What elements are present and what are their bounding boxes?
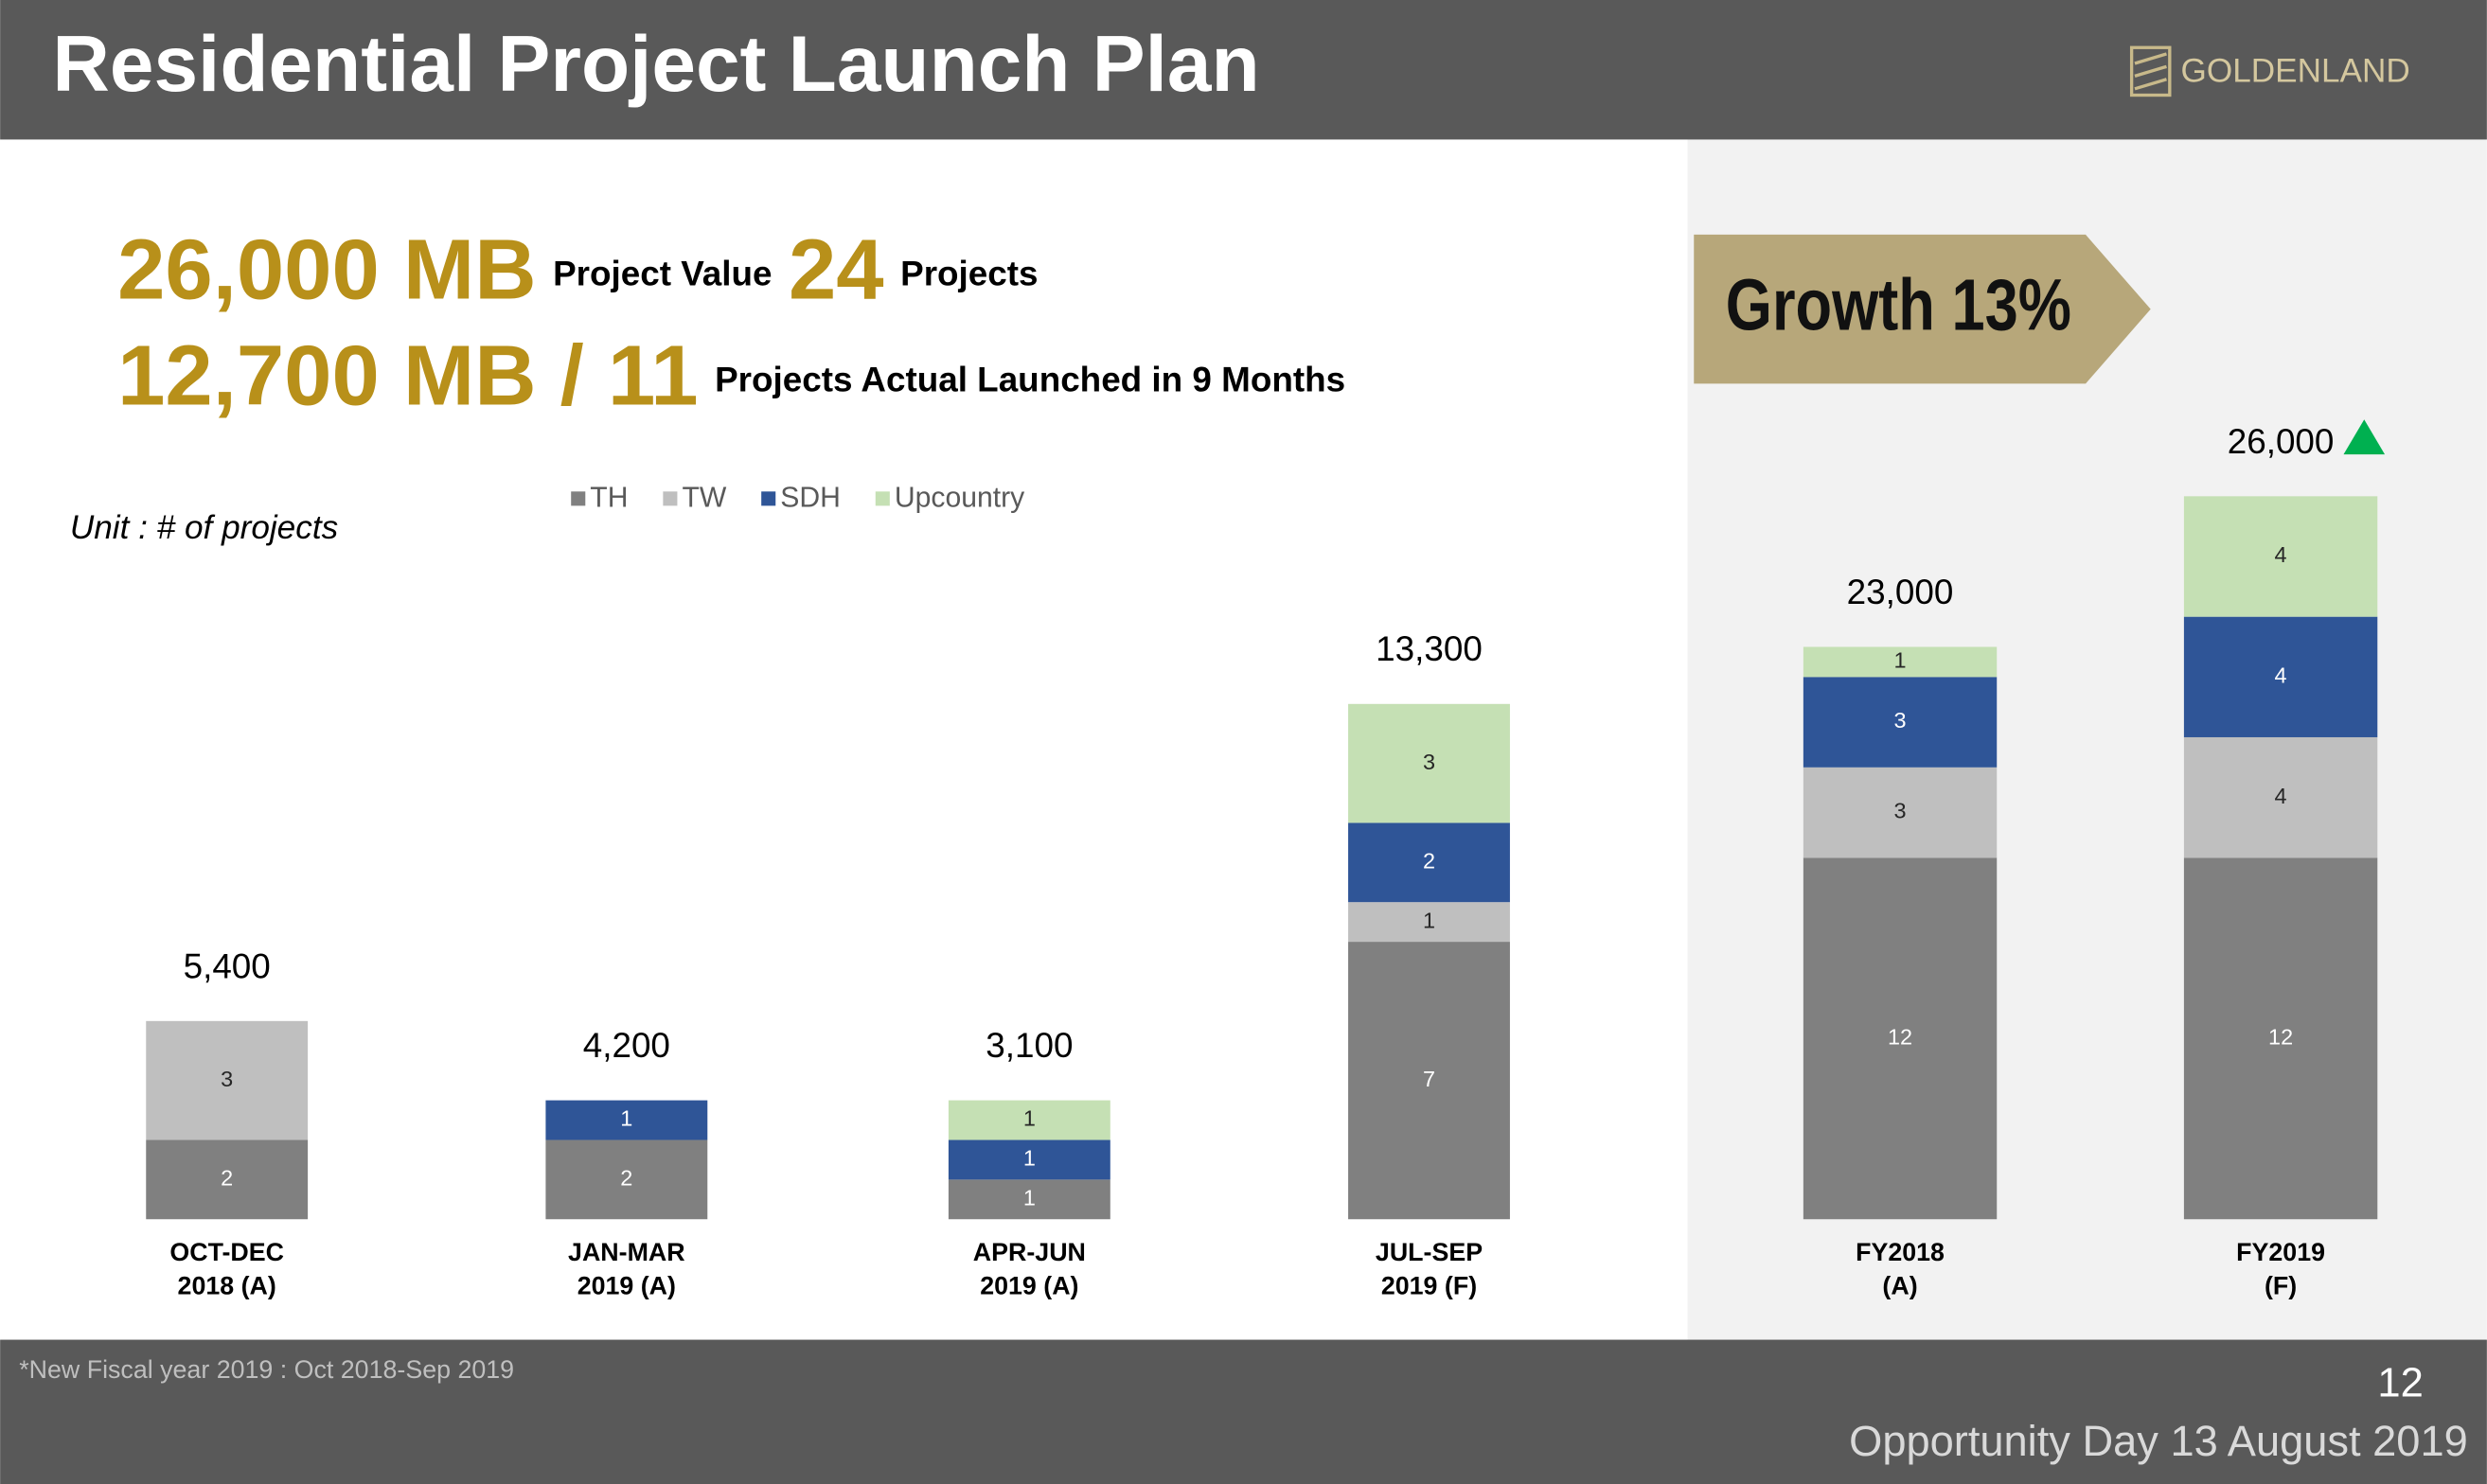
bar-segment: [2183, 616, 2378, 737]
total-label: 13,300: [1376, 629, 1483, 668]
x-tick-label: 2019 (A): [577, 1271, 676, 1299]
x-tick-label: 2019 (A): [980, 1271, 1078, 1299]
x-tick-label: 2019 (F): [1381, 1271, 1477, 1299]
legend-label: Upcountry: [895, 483, 1025, 514]
bar-segment: [1348, 942, 1510, 1220]
growth-arrow: [2343, 419, 2386, 455]
x-tick-label: (F): [2265, 1271, 2297, 1299]
bar-segment: [1348, 822, 1510, 903]
bar-segment: [146, 1140, 309, 1220]
bar-segment: [545, 1140, 708, 1220]
logo: GOLDENLAND: [2181, 52, 2410, 89]
segment-label: 1: [1423, 908, 1435, 932]
x-tick-label: (A): [1882, 1271, 1917, 1299]
logo-icon: [2129, 45, 2172, 97]
headline-label: Project Value: [553, 254, 772, 292]
bar-segment: [545, 1100, 708, 1140]
headline-value: 12,700 MB / 11: [117, 328, 698, 424]
x-tick-label: 2018 (A): [178, 1271, 276, 1299]
legend-label: TW: [682, 483, 726, 514]
segment-label: 4: [2275, 663, 2287, 688]
bar-segment: [2183, 736, 2378, 858]
x-tick-label: FY2019: [2236, 1238, 2325, 1266]
x-tick-label: OCT-DEC: [169, 1238, 284, 1266]
legend-swatch: [761, 491, 776, 506]
bar-segment: [1348, 703, 1510, 823]
segment-label: 2: [620, 1166, 632, 1191]
x-tick-label: JUL-SEP: [1376, 1238, 1483, 1266]
footnote: *New Fiscal year 2019 : Oct 2018-Sep 201…: [19, 1355, 514, 1384]
bar-segment: [948, 1140, 1110, 1180]
total-label: 23,000: [1847, 573, 1954, 611]
segment-label: 3: [221, 1067, 233, 1091]
x-tick-label: APR-JUN: [973, 1238, 1086, 1266]
headline-value: 24: [789, 221, 884, 317]
segment-label: 1: [1894, 648, 1907, 673]
segment-label: 3: [1894, 708, 1907, 733]
bar-segment: [146, 1020, 309, 1140]
headline-label: Projects Actual Launched in 9 Months: [715, 360, 1345, 398]
header-bar: [0, 0, 2487, 140]
total-label: 26,000: [2228, 422, 2335, 461]
bar-segment: [1803, 677, 1998, 768]
legend-label: SDH: [780, 483, 841, 514]
legend-swatch: [875, 491, 890, 506]
bar-segment: [2183, 496, 2378, 617]
segment-label: 7: [1423, 1067, 1435, 1091]
segment-label: 4: [2275, 784, 2287, 808]
bar-segment: [1803, 646, 1998, 678]
total-label: 3,100: [986, 1026, 1073, 1065]
growth-label: Growth 13%: [1726, 264, 2071, 345]
segment-label: 1: [620, 1106, 632, 1131]
segment-label: 1: [1023, 1185, 1036, 1210]
segment-label: 1: [1023, 1106, 1036, 1131]
headline-line-1: 26,000 MB Project Value 24 Projects: [117, 221, 1038, 317]
bar-segment: [1348, 902, 1510, 943]
legend-label: TH: [590, 483, 628, 514]
segment-label: 3: [1423, 750, 1435, 774]
legend-swatch: [571, 491, 586, 506]
footer-bar: [0, 1339, 2487, 1484]
x-tick-label: FY2018: [1856, 1238, 1945, 1266]
segment-label: 2: [1423, 849, 1435, 874]
unit-label: Unit : # of projects: [70, 509, 338, 546]
segment-label: 12: [1888, 1024, 1912, 1049]
total-label: 5,400: [184, 946, 271, 985]
headline-line-2: 12,700 MB / 11 Projects Actual Launched …: [117, 328, 1345, 424]
segment-label: 3: [1894, 799, 1907, 823]
headline-label: Projects: [900, 254, 1038, 292]
title: Residential Project Launch Plan: [52, 19, 1259, 108]
x-tick-label: JAN-MAR: [568, 1238, 685, 1266]
bar-segment: [2183, 857, 2378, 1220]
bar-segment: [1803, 767, 1998, 858]
segment-label: 1: [1023, 1146, 1036, 1171]
bar-segment: [1803, 857, 1998, 1220]
event-label: Opportunity Day 13 August 2019: [1849, 1417, 2468, 1465]
growth-banner: [1694, 234, 2151, 384]
page-number: 12: [2377, 1361, 2423, 1406]
bar-segment: [948, 1179, 1110, 1220]
headline-value: 26,000 MB: [117, 221, 536, 317]
total-label: 4,200: [583, 1026, 670, 1065]
segment-label: 2: [221, 1166, 233, 1191]
legend-swatch: [663, 491, 678, 506]
segment-label: 12: [2268, 1024, 2293, 1049]
bar-segment: [948, 1100, 1110, 1140]
segment-label: 4: [2275, 542, 2287, 567]
